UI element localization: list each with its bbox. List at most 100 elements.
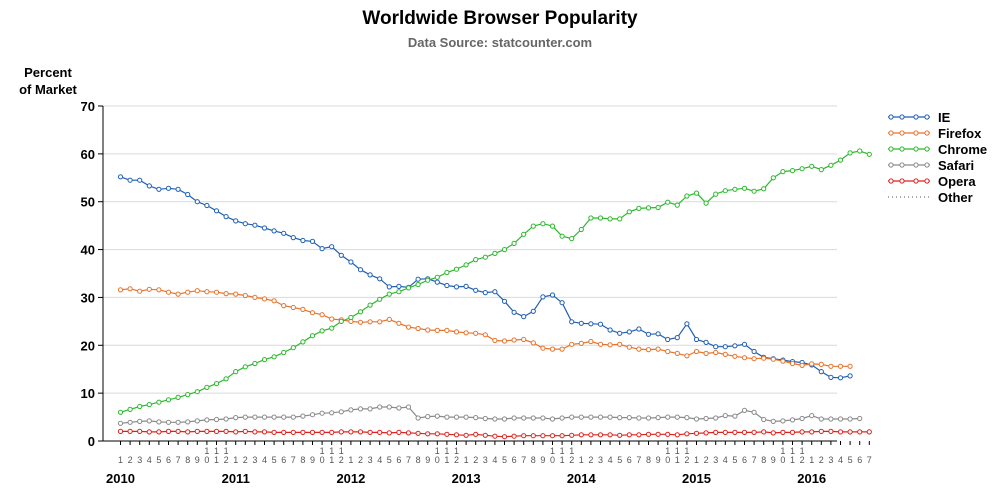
firefox-point [357,319,364,325]
ie-point [751,348,757,355]
ie-point [434,279,440,285]
firefox-point [127,286,133,292]
firefox-point [741,355,748,361]
opera-point [588,432,594,438]
chrome-point [501,247,508,253]
ie-point [309,238,316,244]
opera-point [300,429,306,435]
legend-label-ie: IE [938,110,951,125]
safari-point [847,416,853,422]
chrome-point [137,403,143,410]
x-month-label: 3 [598,455,603,465]
x-month-label: 6 [281,455,286,465]
ie-point [665,336,671,343]
x-year-label-2016: 2016 [797,471,826,486]
opera-point [309,429,316,435]
x-month-label: 8 [300,455,305,465]
firefox-point [233,291,239,297]
x-year-label-2010: 2010 [106,471,135,486]
firefox-point [271,298,277,304]
ie-point [549,292,556,298]
ie-point [300,237,306,244]
legend-item-ie: IE [888,110,951,125]
firefox-point [453,329,460,335]
firefox-point [703,350,709,356]
chrome-point [521,231,527,237]
x-month-label: 3 [483,455,488,465]
firefox-point [809,361,815,367]
chrome-point [127,406,133,412]
safari-point [828,416,834,422]
chrome-point [645,205,652,211]
x-month-label: 7 [867,455,872,465]
opera-point [386,430,392,436]
x-month-label: 1 [569,446,574,456]
safari-point [713,415,719,421]
safari-point [665,414,671,420]
ie-point [511,309,517,315]
safari-point [434,413,440,419]
x-year-label-2012: 2012 [336,471,365,486]
ie-point [847,373,853,379]
safari-point [674,414,680,420]
ie-point [367,272,373,278]
chrome-point [809,163,815,169]
x-month-label: 5 [272,455,277,465]
x-month-label: 8 [646,455,651,465]
safari-point [386,404,392,410]
chrome-point [549,223,556,229]
opera-point [463,432,469,438]
x-month-label: 0 [435,455,440,465]
chrome-point [703,200,709,206]
ie-point [837,375,844,381]
series-firefox [117,286,853,369]
safari-point [367,406,373,412]
safari-point [607,414,613,420]
x-month-label: 4 [608,455,613,465]
x-month-label: 0 [665,455,670,465]
x-month-label: 6 [396,455,401,465]
opera-point [405,430,412,436]
firefox-point [617,341,623,347]
ie-point [636,326,642,332]
x-month-label: 3 [368,455,373,465]
chrome-point [492,250,498,256]
firefox-point [434,327,440,333]
opera-point [357,429,364,435]
x-month-label: 1 [550,446,555,456]
chrome-point [223,376,229,382]
chrome-point [655,204,661,211]
chrome-point [828,162,834,168]
firefox-point [281,303,287,309]
chrome-point [761,186,767,192]
ie-point [482,290,488,296]
ie-point [281,230,287,236]
axes [102,106,837,442]
opera-point [549,433,556,439]
chart-subtitle: Data Source: statcounter.com [408,35,592,50]
safari-point [213,416,220,423]
x-month-label: 5 [502,455,507,465]
safari-point [175,419,181,425]
x-month-label: 1 [444,455,449,465]
x-month-label: 0 [204,455,209,465]
opera-point [597,432,604,438]
safari-point [761,416,767,423]
chrome-point [319,328,325,334]
opera-point [559,433,565,439]
firefox-point [722,351,728,357]
safari-point [309,412,316,418]
chrome-point [693,190,700,196]
firefox-point [674,350,680,356]
opera-point [789,429,796,435]
firefox-point [165,289,172,295]
opera-point [751,429,757,435]
safari-point [165,419,172,425]
ie-point [137,177,143,183]
ie-point [655,331,661,337]
chrome-point [425,277,431,283]
opera-point [146,429,152,435]
chrome-point [674,202,680,208]
ie-point [223,214,229,220]
